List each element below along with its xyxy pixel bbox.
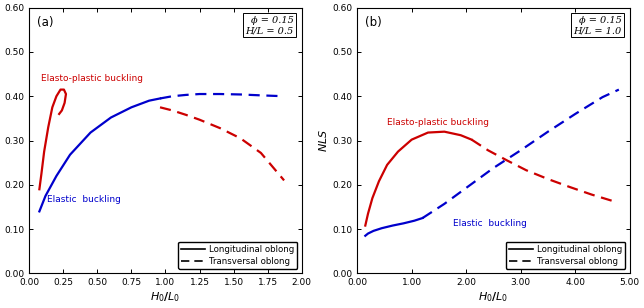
Text: Elastic  buckling: Elastic buckling [47,195,120,204]
Text: Elasto-plastic buckling: Elasto-plastic buckling [387,118,489,127]
X-axis label: $\boldsymbol{H_0/L_0}$: $\boldsymbol{H_0/L_0}$ [150,290,180,304]
Y-axis label: $NLS$: $NLS$ [317,129,329,152]
Text: Elastic  buckling: Elastic buckling [453,219,526,228]
Legend: Longitudinal oblong, Transversal oblong: Longitudinal oblong, Transversal oblong [506,241,625,269]
Text: ϕ = 0.15
H/L = 1.0: ϕ = 0.15 H/L = 1.0 [573,16,621,35]
Text: Elasto-plastic buckling: Elasto-plastic buckling [41,74,143,83]
Text: (b): (b) [365,16,382,29]
X-axis label: $\boldsymbol{H_0/L_0}$: $\boldsymbol{H_0/L_0}$ [478,290,509,304]
Text: ϕ = 0.15
H/L = 0.5: ϕ = 0.15 H/L = 0.5 [245,16,294,35]
Text: (a): (a) [37,16,54,29]
Legend: Longitudinal oblong, Transversal oblong: Longitudinal oblong, Transversal oblong [178,241,298,269]
